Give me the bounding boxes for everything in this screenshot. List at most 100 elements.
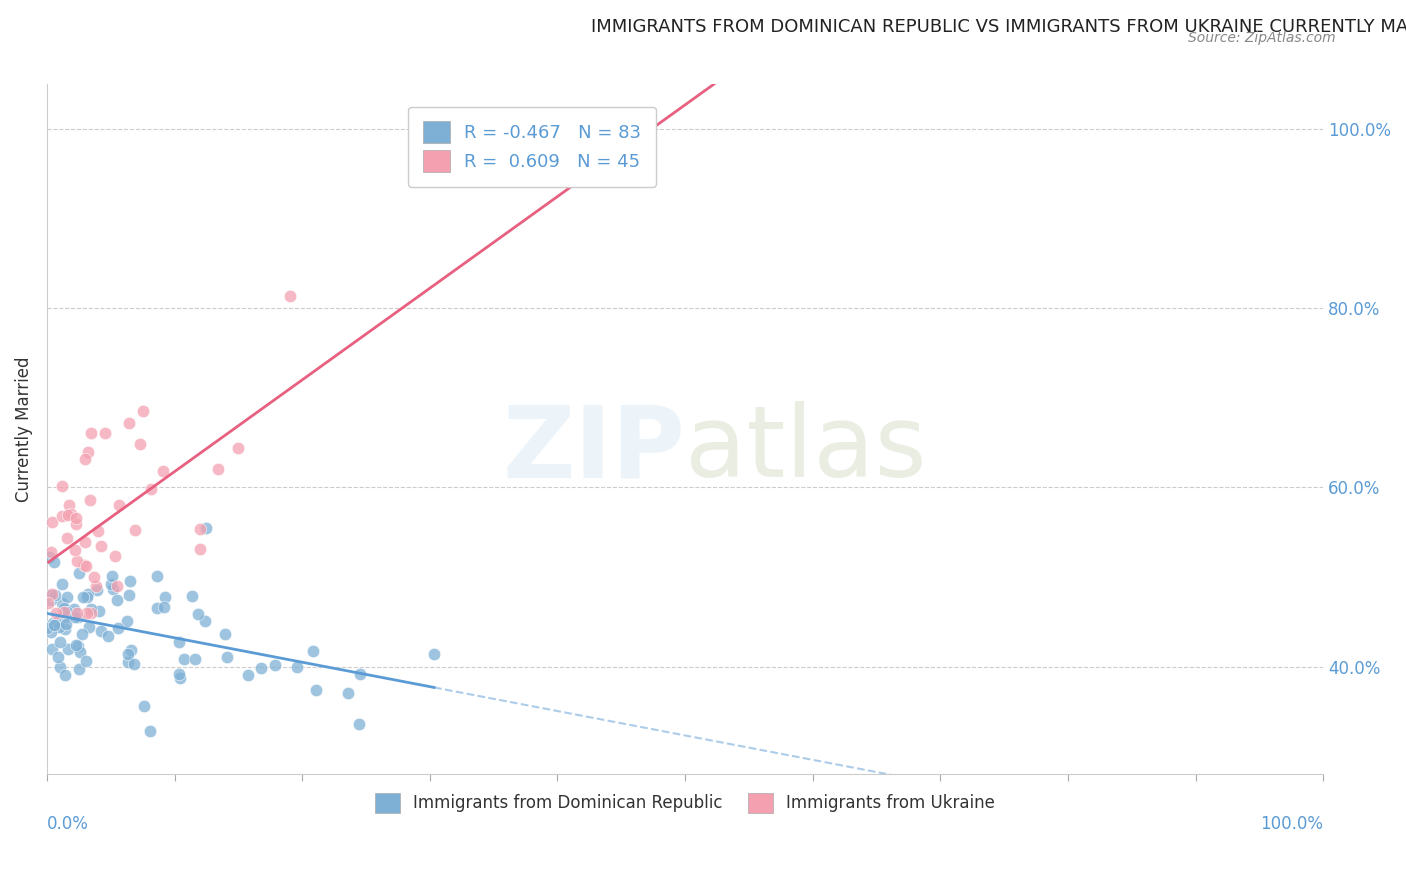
Point [39,588,62,602]
Point [105,592,128,607]
Point [75,535,97,549]
Point [120,643,142,657]
Point [117,656,139,670]
Point [69,645,91,659]
Point [58,498,80,512]
Point [124,524,146,538]
Point [65,638,87,652]
Point [39,624,62,639]
Point [195,521,218,535]
Point [188,541,211,556]
Point [132,699,155,714]
Point [66,553,89,567]
Point [90,539,112,553]
Point [42,615,65,630]
Point [75,452,97,467]
Point [152,464,174,478]
Point [263,658,285,673]
Point [67,566,90,580]
Point [37,596,59,610]
Point [56,531,79,545]
Point [51,509,73,524]
Point [183,652,205,666]
Point [104,549,127,564]
Point [118,416,141,430]
Point [59,507,82,521]
Point [72,590,94,604]
Point [187,607,209,621]
Point [39,593,62,607]
Point [100,577,122,591]
Point [236,667,259,681]
Point [80,602,103,616]
Point [53,610,76,624]
Point [56,508,79,522]
Point [86,524,108,538]
Point [49,635,72,649]
Point [107,579,129,593]
Point [215,649,238,664]
Text: atlas: atlas [685,401,927,499]
Point [49,660,72,674]
Point [250,661,273,675]
Point [122,657,145,672]
Point [90,624,112,639]
Point [139,482,162,496]
Point [153,590,176,604]
Point [301,643,323,657]
Point [84,578,107,592]
Point [41,586,63,600]
Point [120,574,142,589]
Point [75,654,97,668]
Point [87,603,110,617]
Point [55,606,77,620]
Y-axis label: Currently Married: Currently Married [15,356,32,501]
Point [76,590,98,604]
Point [70,627,93,641]
Point [423,647,446,661]
Point [65,516,87,531]
Point [51,479,73,493]
Point [63,543,86,558]
Point [83,570,105,584]
Text: Source: ZipAtlas.com: Source: ZipAtlas.com [1188,31,1336,45]
Point [37,621,59,635]
Point [77,620,100,634]
Point [115,614,138,628]
Point [39,545,62,559]
Point [63,610,86,624]
Point [58,641,80,656]
Point [180,589,202,603]
Point [38,550,60,565]
Point [52,605,75,619]
Point [226,441,249,455]
Point [167,635,190,649]
Point [79,492,101,507]
Point [52,601,75,615]
Point [188,522,211,536]
Point [101,569,124,583]
Point [107,621,129,635]
Point [48,620,70,634]
Point [45,606,67,620]
Point [55,617,77,632]
Point [66,610,89,624]
Point [76,586,98,600]
Point [145,568,167,582]
Point [207,462,229,476]
Point [51,577,73,591]
Point [65,511,87,525]
Point [97,628,120,642]
Point [76,606,98,620]
Point [62,602,84,616]
Point [132,404,155,418]
Point [73,558,96,572]
Point [56,590,79,604]
Point [117,647,139,661]
Point [118,588,141,602]
Point [103,582,125,596]
Point [94,426,117,441]
Point [337,685,360,699]
Text: IMMIGRANTS FROM DOMINICAN REPUBLIC VS IMMIGRANTS FROM UKRAINE CURRENTLY MARRIED : IMMIGRANTS FROM DOMINICAN REPUBLIC VS IM… [591,18,1406,36]
Text: ZIP: ZIP [502,401,685,499]
